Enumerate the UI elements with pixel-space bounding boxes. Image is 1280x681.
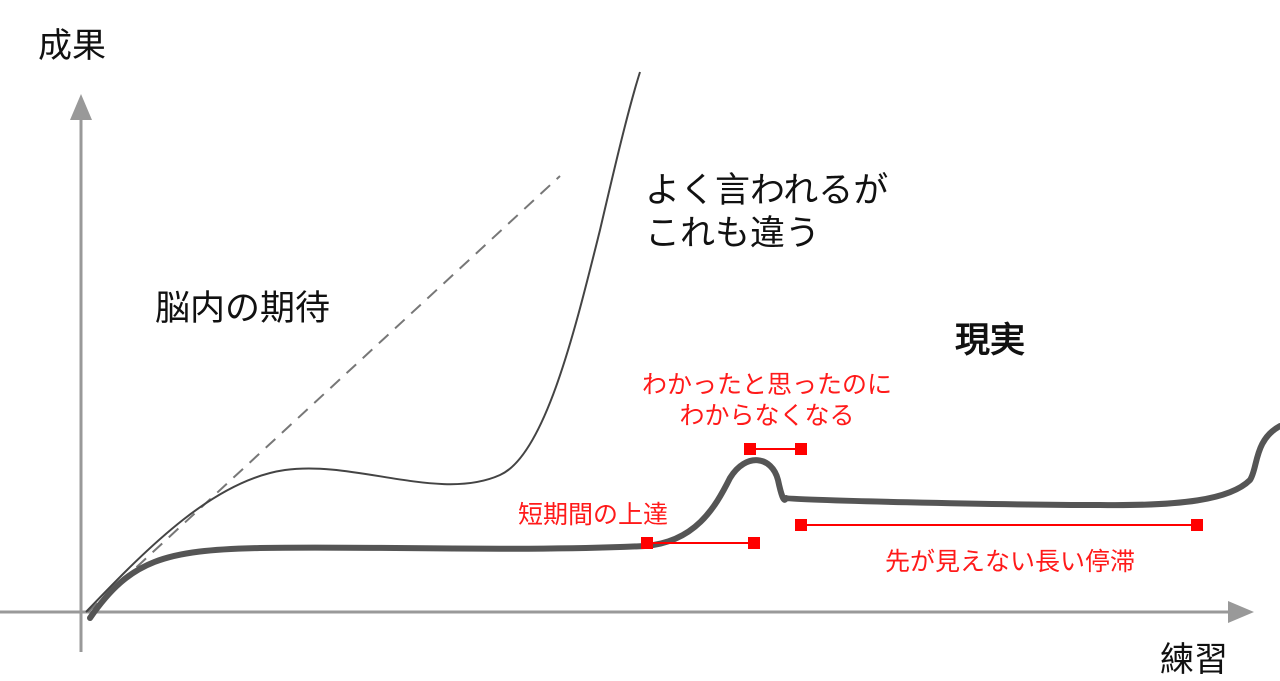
x-axis-label: 練習 bbox=[1160, 640, 1228, 680]
reality-curve bbox=[87, 423, 1280, 621]
y-axis-arrowhead bbox=[70, 94, 92, 120]
often-said-line-1: よく言われるが bbox=[645, 171, 889, 211]
reality-label: 現実 bbox=[955, 321, 1026, 361]
understood-then-lost-line-1: わかったと思ったのに bbox=[641, 370, 892, 399]
linear-expectation-dashed-line bbox=[87, 175, 561, 613]
y-axis-label: 成果 bbox=[38, 26, 106, 66]
often-said-label: よく言われるが これも違う bbox=[645, 170, 888, 255]
brain-expectation-label: 脳内の期待 bbox=[155, 289, 331, 329]
x-axis-arrowhead bbox=[1228, 601, 1254, 623]
understood-then-lost-label: わかったと思ったのに わからなくなる bbox=[622, 370, 912, 431]
short-progress-label: 短期間の上達 bbox=[518, 500, 669, 529]
often-said-curve bbox=[85, 71, 641, 613]
short-progress-span bbox=[641, 537, 760, 549]
understood-then-lost-span bbox=[744, 443, 807, 455]
understood-then-lost-line-2: わからなくなる bbox=[679, 400, 855, 430]
long-plateau-span bbox=[795, 519, 1203, 531]
often-said-line-2: これも違う bbox=[645, 213, 821, 254]
long-plateau-label: 先が見えない長い停滞 bbox=[885, 547, 1136, 576]
